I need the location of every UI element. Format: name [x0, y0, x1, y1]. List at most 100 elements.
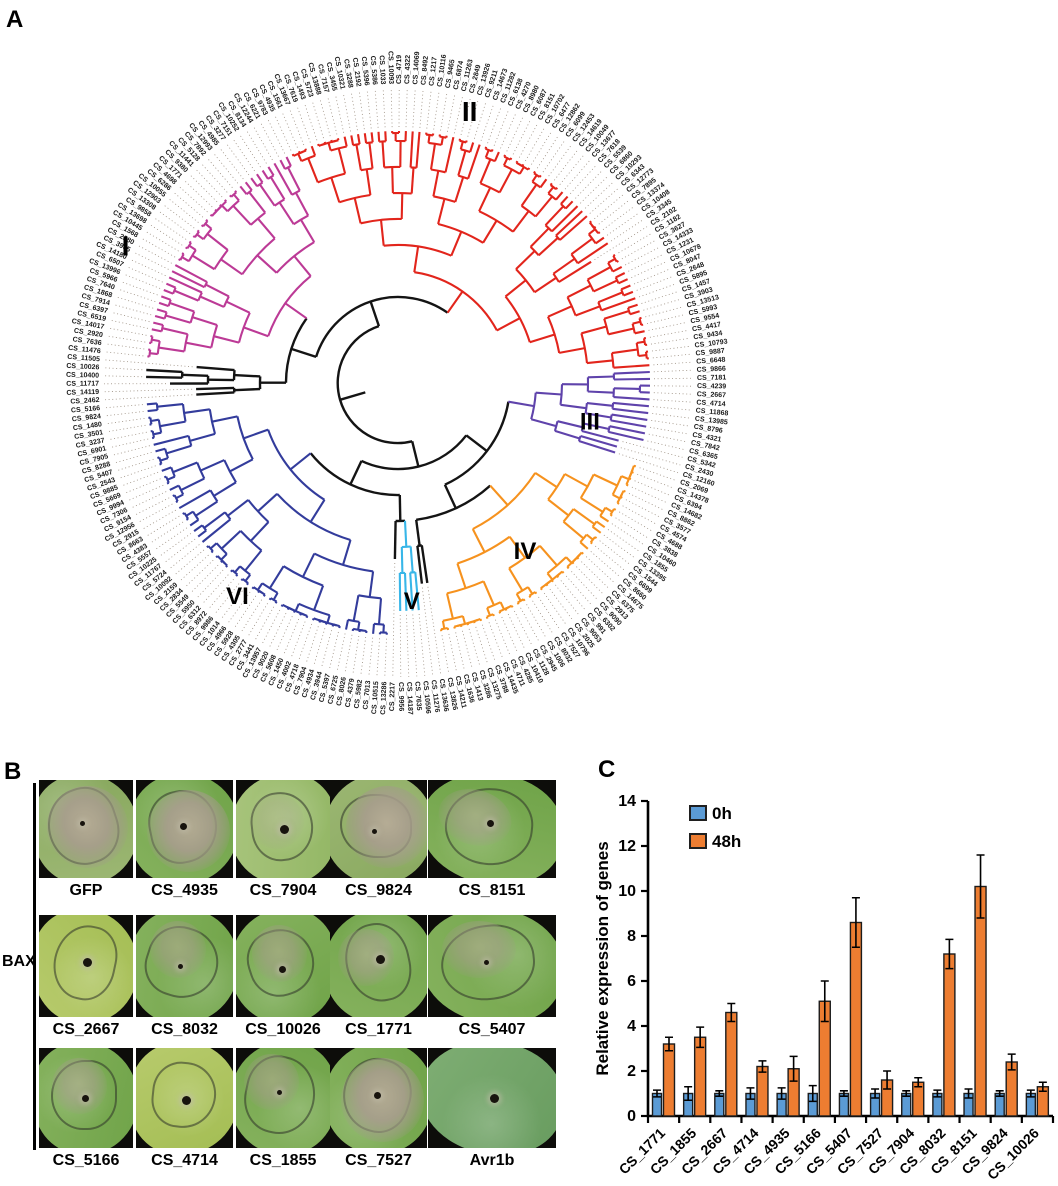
tree-branch — [157, 403, 184, 408]
error-bar — [653, 1089, 661, 1098]
leaf-photo-label: CS_10026 — [245, 1021, 321, 1038]
leaf-guide-dotted-line — [526, 604, 547, 638]
tree-branch — [171, 270, 205, 289]
tree-branch — [232, 205, 252, 226]
leaf-guide-dotted-line — [441, 635, 449, 673]
tree-arc — [457, 535, 511, 565]
leaf-guide-dotted-line — [319, 99, 331, 137]
tree-branch — [189, 519, 199, 527]
tree-branch — [172, 461, 198, 474]
tree-branch — [368, 142, 374, 169]
tree-branch — [580, 434, 618, 448]
tree-branch — [196, 365, 235, 372]
y-tick-label: 10 — [618, 883, 636, 900]
tree-branch — [612, 253, 616, 257]
leaf-guide-dotted-line — [440, 93, 448, 131]
tree-branch — [552, 257, 576, 275]
tree-leaf-label: CS_9956 — [397, 682, 404, 711]
error-bar — [777, 1087, 786, 1100]
leaf-guide-dotted-line — [555, 584, 580, 616]
tree-branch — [230, 569, 234, 573]
leaf-guide-dotted-line — [174, 549, 205, 575]
leaf-guide-dotted-line — [501, 616, 518, 652]
leaf-guide-dotted-line — [154, 217, 187, 240]
tree-branch — [317, 143, 320, 147]
leaf-guide-dotted-line — [213, 153, 239, 184]
tree-branch — [169, 484, 180, 491]
tree-branch — [528, 595, 532, 598]
leaf-guide-dotted-line — [653, 361, 692, 366]
tree-branch — [629, 310, 640, 316]
error-bar — [945, 938, 954, 970]
tree-arc — [460, 148, 471, 154]
tree-leaf-label: CS_2920 — [73, 328, 103, 340]
tree-branch — [503, 154, 507, 158]
tree-branch — [613, 396, 650, 401]
tree-branch — [479, 158, 492, 184]
tree-branch — [620, 475, 630, 481]
tree-leaf-label: CS_11868 — [695, 407, 728, 417]
tree-branch — [220, 258, 243, 276]
tree-branch — [172, 494, 176, 498]
leaf-photo-CS_8032 — [136, 915, 233, 1017]
tree-branch — [441, 620, 446, 629]
leaf-guide-dotted-line — [150, 521, 184, 543]
leaf-guide-dotted-line — [344, 634, 353, 673]
leaf-guide-dotted-line — [542, 140, 565, 173]
leaf-guide-dotted-line — [130, 259, 166, 277]
tree-branch — [356, 134, 361, 145]
leaf-guide-dotted-line — [549, 588, 573, 620]
tree-arc — [517, 598, 525, 604]
leaf-photo-CS_1771 — [330, 915, 427, 1017]
tree-branch — [533, 170, 536, 174]
tree-branch — [154, 314, 165, 320]
tree-branch — [482, 580, 495, 606]
tree-branch — [613, 507, 617, 511]
tree-branch — [244, 574, 252, 582]
leaf-guide-dotted-line — [653, 377, 693, 380]
leaf-guide-dotted-line — [185, 559, 214, 587]
tree-branch — [527, 167, 531, 171]
leaf-guide-dotted-line — [531, 131, 552, 165]
leaf-guide-dotted-line — [104, 388, 193, 393]
leaf-guide-dotted-line — [649, 330, 688, 338]
infiltration-wound-dot — [181, 1096, 191, 1106]
leaf-guide-dotted-line — [105, 411, 144, 417]
leaf-guide-dotted-line — [615, 517, 649, 539]
error-bar — [933, 1089, 942, 1098]
tree-branch — [182, 373, 209, 377]
tree-branch — [450, 231, 463, 257]
tree-branch — [508, 536, 526, 559]
leaf-photo-label: CS_9824 — [345, 882, 412, 899]
tree-arc — [213, 249, 229, 270]
tree-branch — [293, 255, 312, 277]
tree-leaf-label: CS_1480 — [73, 421, 103, 432]
phylogenetic-tree-panel: CS_9866 CS_7181 CS_4239 CS_2667 CS_4714 CS_11… — [0, 0, 800, 758]
leaf-guide-dotted-line — [418, 613, 426, 676]
tree-arc — [150, 336, 154, 344]
tree-branch — [577, 242, 609, 265]
tree-branch — [269, 176, 286, 200]
leaf-guide-dotted-line — [634, 480, 670, 496]
leaf-guide-dotted-line — [648, 322, 686, 331]
tree-branch — [285, 156, 292, 167]
tree-branch — [612, 407, 649, 415]
leaf-photo-label: CS_4714 — [151, 1152, 218, 1169]
leaf-guide-dotted-line — [105, 351, 144, 357]
leaf-guide-dotted-line — [121, 281, 158, 296]
tree-branch — [173, 289, 199, 302]
tree-branch — [560, 403, 587, 410]
leaf-guide-dotted-line — [112, 445, 150, 456]
tree-branch — [518, 166, 525, 175]
tree-arc — [459, 139, 467, 144]
leaf-guide-dotted-line — [639, 467, 676, 481]
error-bar — [727, 1002, 736, 1023]
tree-branch — [603, 309, 630, 320]
tree-branch — [559, 215, 588, 241]
tree-branch — [486, 607, 491, 616]
leaf-guide-dotted-line — [336, 633, 346, 671]
tree-branch — [146, 402, 157, 406]
leaf-photo-CS_8151 — [428, 780, 556, 878]
leaf-guide-dotted-line — [191, 564, 219, 593]
tree-leaf-label: CS_14069 — [412, 51, 421, 85]
